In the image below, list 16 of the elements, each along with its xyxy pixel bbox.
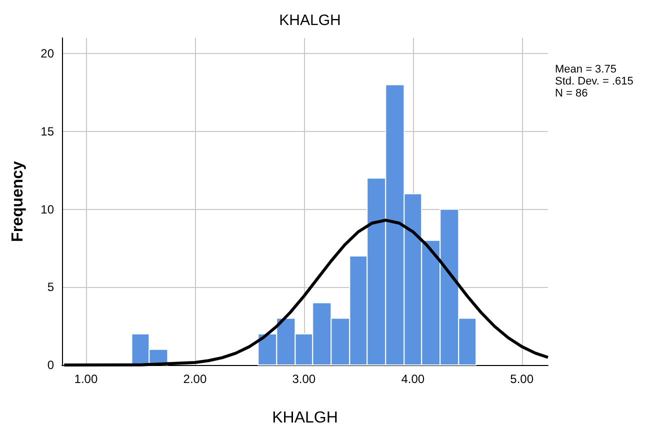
y-tick-label: 15 bbox=[40, 124, 54, 138]
y-tick-label: 5 bbox=[47, 280, 54, 294]
chart-title: KHALGH bbox=[279, 12, 341, 29]
y-tick-label: 10 bbox=[40, 202, 54, 216]
x-tick-label: 5.00 bbox=[510, 372, 534, 386]
y-tick-label: 20 bbox=[40, 46, 54, 61]
text: N = 86 bbox=[555, 88, 588, 100]
x-tick-label: 1.00 bbox=[74, 372, 98, 386]
y-tick-label: 0 bbox=[47, 358, 54, 372]
x-tick-label: 4.00 bbox=[401, 372, 425, 386]
y-axis-title: Frequency bbox=[10, 160, 26, 242]
text: Std. Dev. = .615 bbox=[555, 76, 634, 88]
x-axis-title: KHALGH bbox=[272, 410, 338, 426]
x-tick-label: 2.00 bbox=[183, 372, 207, 386]
x-tick-label: 3.00 bbox=[292, 372, 316, 386]
text: Mean = 3.75 bbox=[555, 64, 616, 76]
